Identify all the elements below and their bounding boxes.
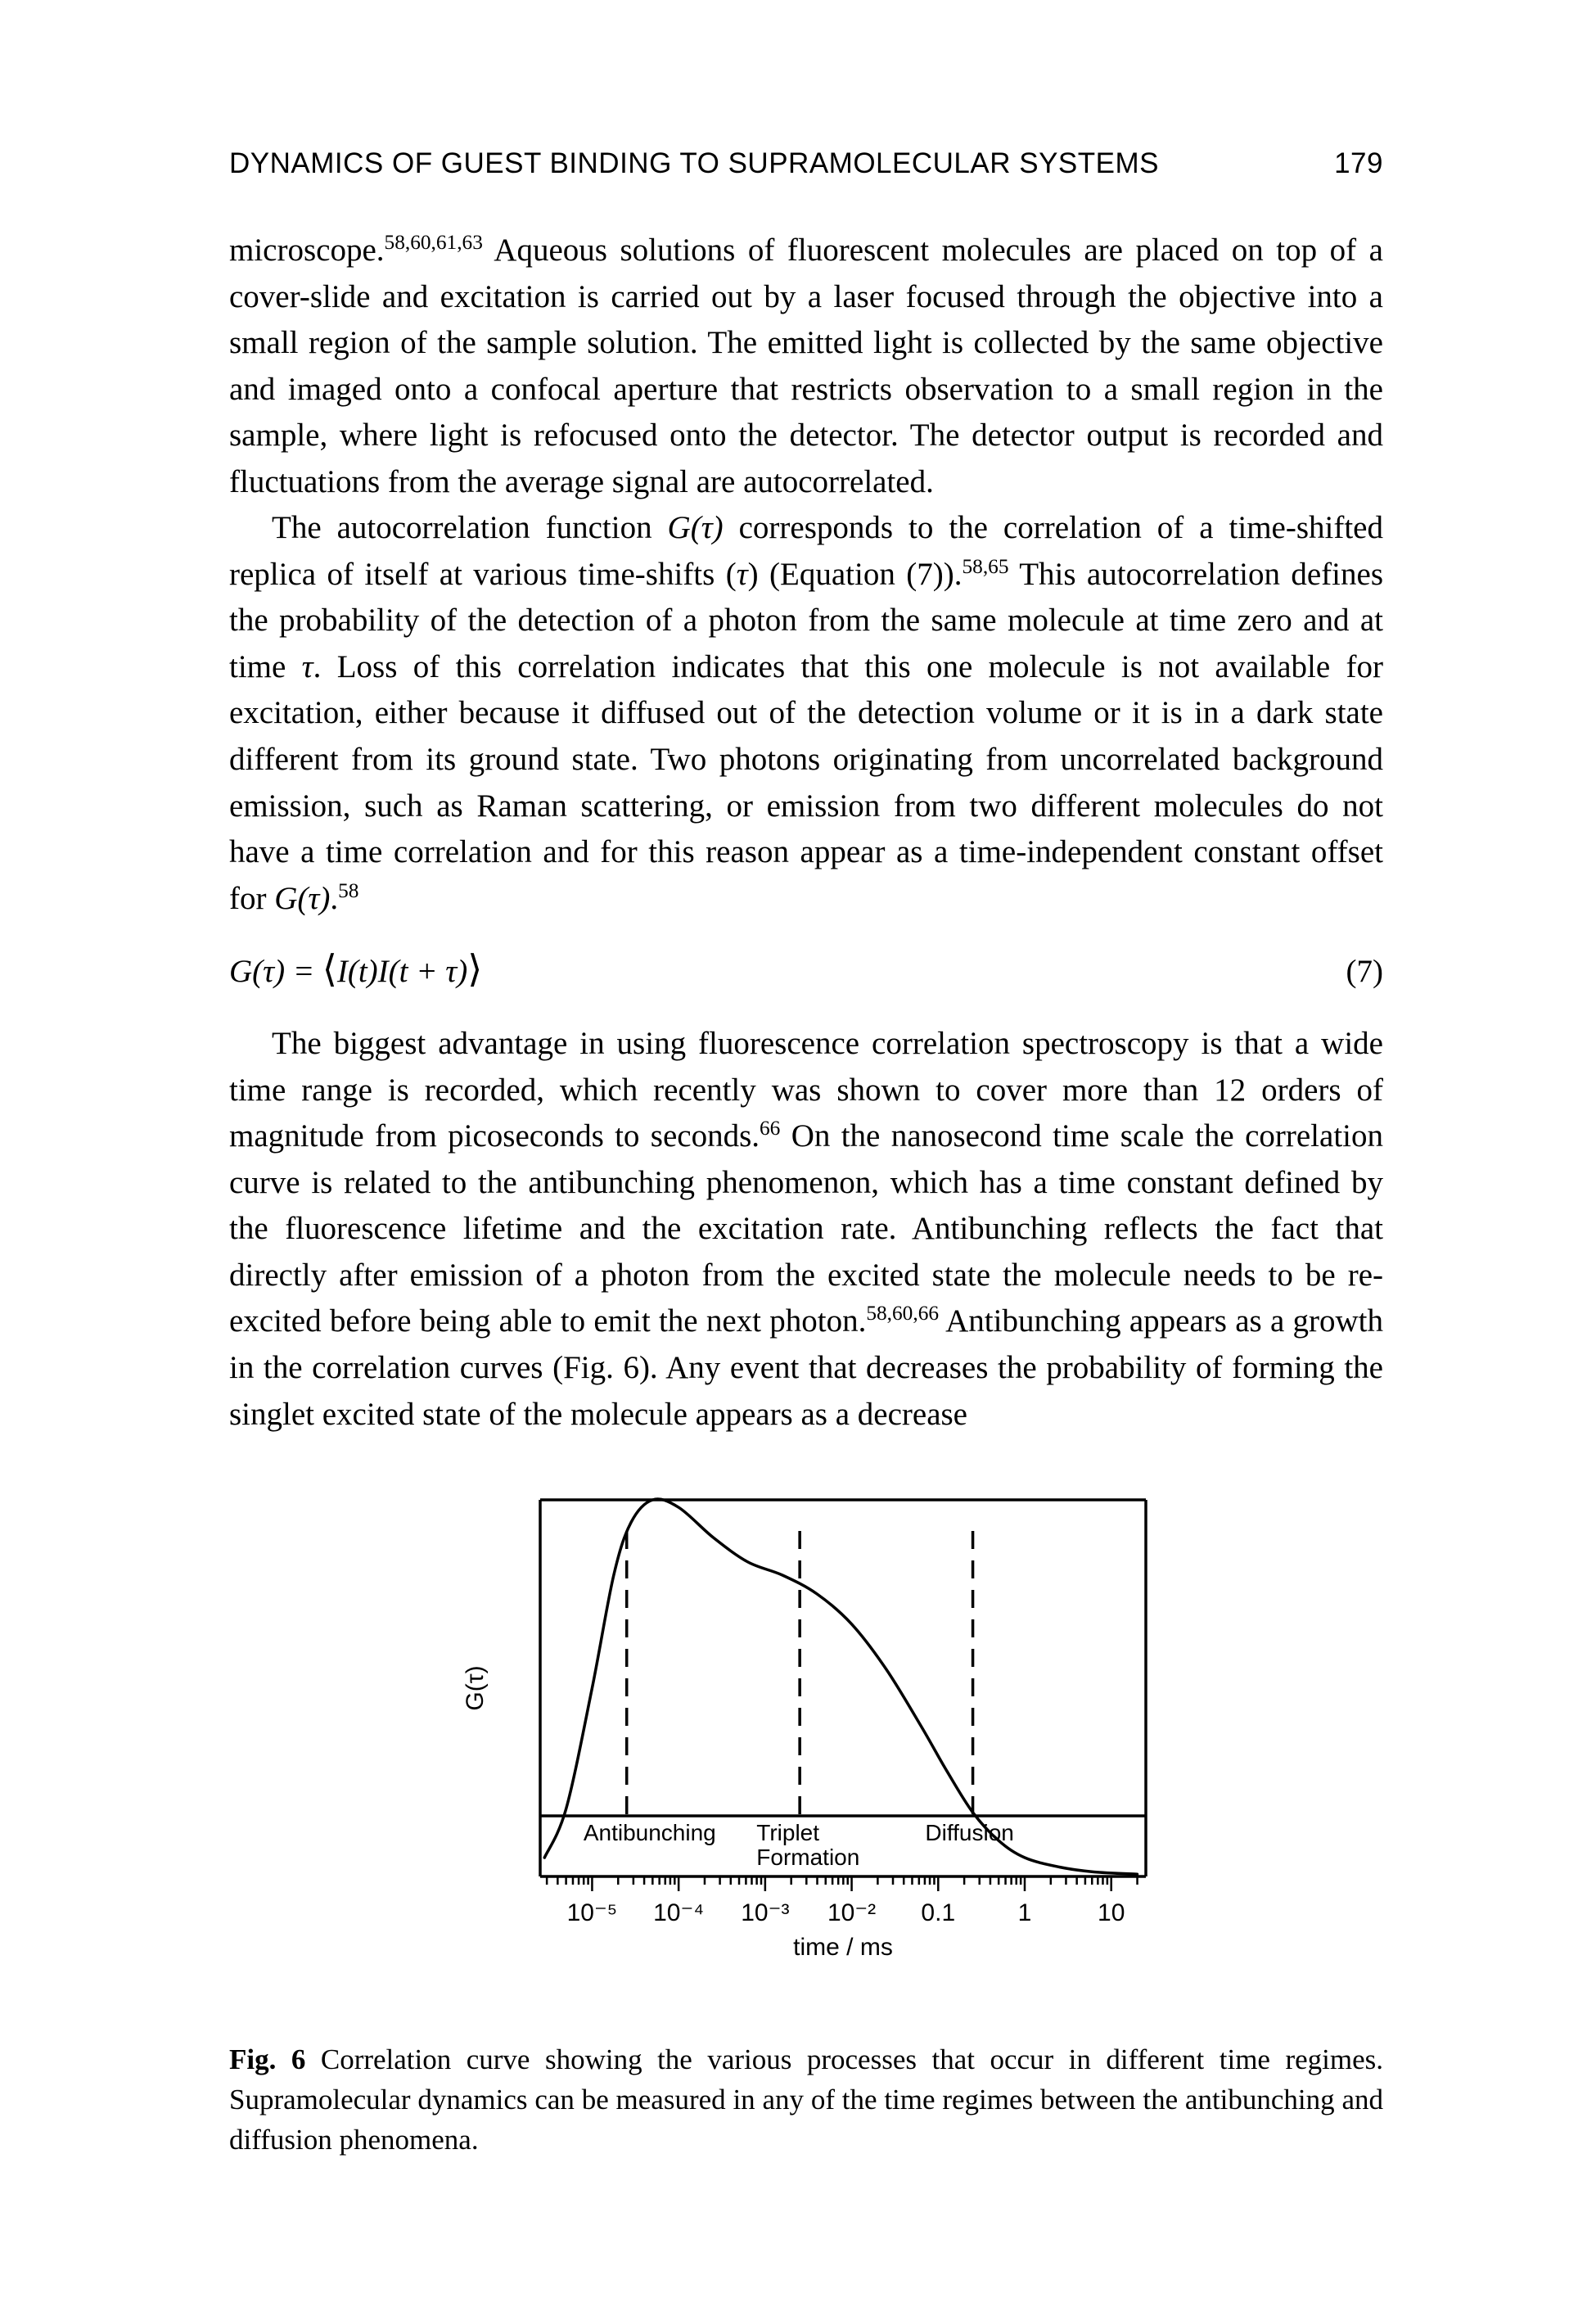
p2-text-c: ) (Equation (7)). (748, 557, 963, 592)
equation-7: G(τ) = ⟨I(t)I(t + τ)⟩ (7) (229, 953, 1383, 990)
p1-ref-1: 58,60,61,63 (385, 231, 483, 254)
eq-rangle-icon: ⟩ (467, 948, 482, 990)
svg-text:time / ms: time / ms (793, 1934, 893, 1961)
svg-text:10⁻⁴: 10⁻⁴ (653, 1899, 704, 1926)
p2-text-e: . Loss of this correlation indicates tha… (229, 649, 1383, 916)
p2-tau-1: τ (737, 557, 748, 592)
p1-text-a: microscope. (229, 233, 385, 268)
paragraph-1: microscope.58,60,61,63 Aqueous solutions… (229, 228, 1383, 505)
figure-6-caption: Fig. 6 Correlation curve showing the var… (229, 2039, 1383, 2160)
p2-ref-2: 58,65 (962, 555, 1008, 578)
eq-number: (7) (1346, 953, 1383, 990)
eq-lhs: G(τ) = (229, 954, 322, 989)
p2-text-a: The autocorrelation function (272, 510, 668, 545)
svg-text:10⁻³: 10⁻³ (741, 1899, 789, 1926)
svg-text:1: 1 (1018, 1899, 1032, 1926)
eq-body: G(τ) = ⟨I(t)I(t + τ)⟩ (229, 953, 482, 990)
caption-lead: Fig. 6 (229, 2043, 305, 2075)
running-header: DYNAMICS OF GUEST BINDING TO SUPRAMOLECU… (229, 147, 1383, 180)
svg-text:Formation: Formation (756, 1845, 859, 1870)
paragraph-2: The autocorrelation function G(τ) corres… (229, 505, 1383, 922)
caption-text: Correlation curve showing the various pr… (229, 2043, 1383, 2156)
svg-text:Triplet: Triplet (756, 1820, 819, 1845)
p1-text-b: Aqueous solutions of fluorescent molecul… (229, 233, 1383, 499)
running-title: DYNAMICS OF GUEST BINDING TO SUPRAMOLECU… (229, 147, 1159, 180)
paragraph-3: The biggest advantage in using fluoresce… (229, 1021, 1383, 1438)
p3-ref-5: 58,60,66 (866, 1302, 939, 1325)
p2-gtau-2: G(τ) (274, 881, 330, 916)
p2-gtau-1: G(τ) (668, 510, 724, 545)
svg-text:0.1: 0.1 (921, 1899, 955, 1926)
svg-text:Antibunching: Antibunching (584, 1820, 716, 1845)
page: DYNAMICS OF GUEST BINDING TO SUPRAMOLECU… (0, 0, 1596, 2321)
p2-text-f: . (330, 881, 338, 916)
eq-langle-icon: ⟨ (322, 948, 337, 990)
p3-ref-4: 66 (760, 1117, 780, 1140)
p2-tau-2: τ (302, 649, 313, 684)
svg-text:10⁻⁵: 10⁻⁵ (567, 1899, 618, 1926)
svg-text:10⁻²: 10⁻² (827, 1899, 876, 1926)
figure-ylabel: G(τ) (462, 1666, 489, 1711)
page-number: 179 (1334, 147, 1383, 180)
figure-6-svg: G(τ)AntibunchingTripletFormationDiffusio… (450, 1483, 1162, 2007)
p2-ref-3: 58 (338, 879, 358, 902)
svg-text:10: 10 (1098, 1899, 1125, 1926)
figure-6: G(τ)AntibunchingTripletFormationDiffusio… (229, 1483, 1383, 2012)
eq-inner: I(t)I(t + τ) (337, 954, 467, 989)
